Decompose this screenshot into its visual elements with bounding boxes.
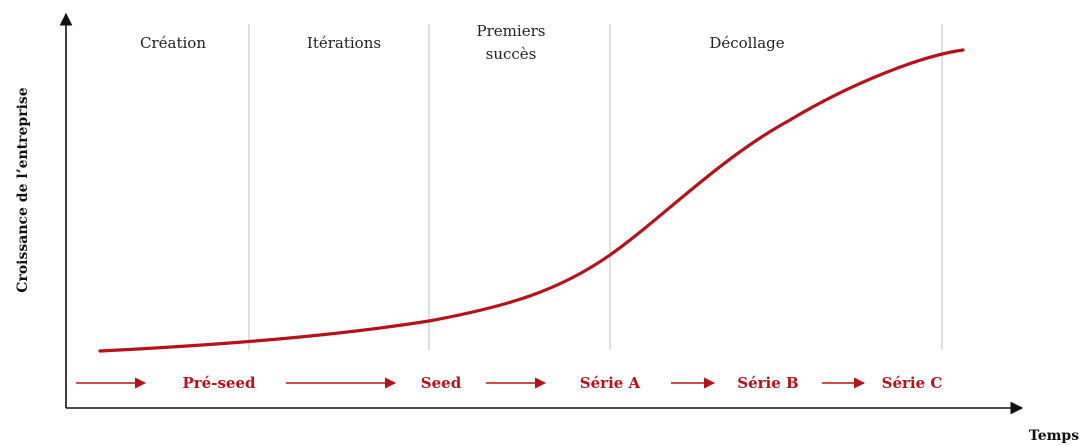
stage-label-pre-seed: Pré-seed [183,374,256,392]
phase-label-premiers-succes-line1: Premiers [477,22,546,40]
stage-label-serie-b: Série B [737,374,798,392]
phase-label-decollage: Décollage [709,34,784,52]
phase-label-creation: Création [140,34,206,52]
stage-label-seed: Seed [421,374,462,392]
y-axis-label: Croissance de l’entreprise [15,87,31,292]
phase-label-premiers-succes-line2: succès [486,45,537,63]
phase-label-iterations: Itérations [307,34,381,52]
stage-label-serie-c: Série C [882,374,943,392]
growth-curve [98,48,965,353]
stage-label-serie-a: Série A [580,374,641,392]
x-axis-label: Temps [1029,428,1079,444]
